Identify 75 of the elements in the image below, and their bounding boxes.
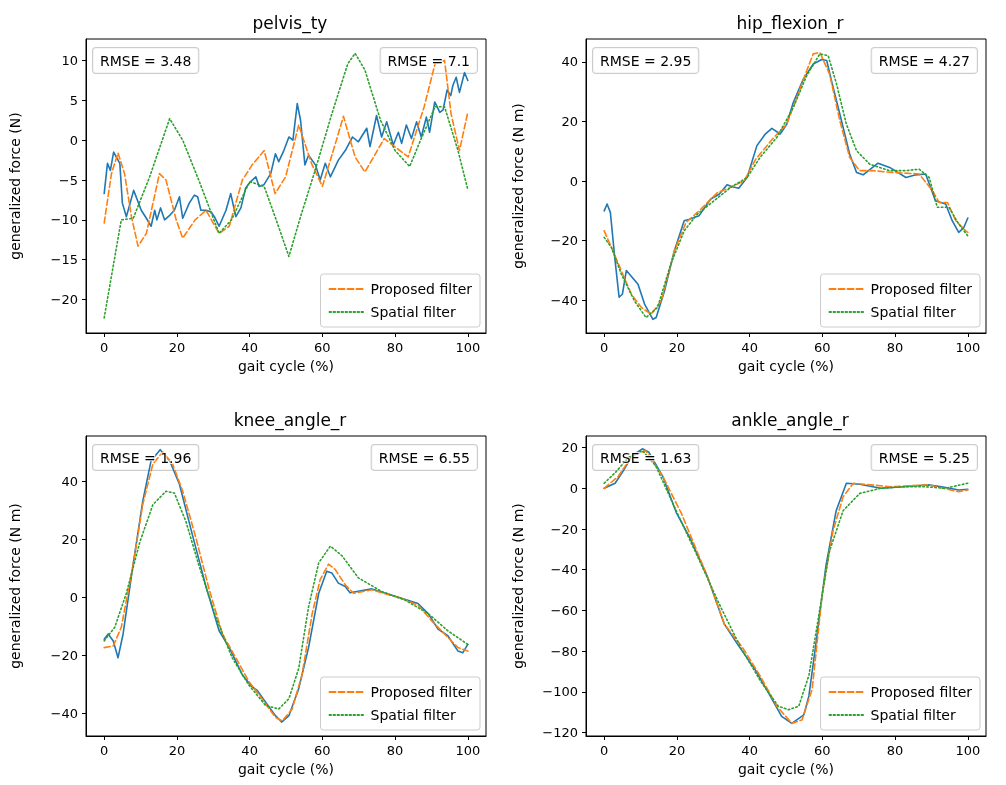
- y-tick-label: −40: [550, 292, 578, 308]
- legend-label: Proposed filter: [870, 281, 973, 297]
- legend-label: Spatial filter: [370, 304, 456, 320]
- x-tick-label: 100: [455, 340, 481, 355]
- line-series: [103, 71, 469, 228]
- y-axis-title: generalized force (N m): [510, 503, 526, 669]
- x-tick-label: 0: [600, 340, 609, 355]
- x-tick-label: 20: [168, 340, 186, 355]
- y-tick-label: 0: [569, 480, 578, 496]
- annotation: RMSE = 6.55: [378, 450, 470, 466]
- x-axis-title: gait cycle (%): [237, 357, 335, 374]
- y-tick-label: −60: [550, 602, 578, 618]
- y-tick-label: 0: [69, 132, 78, 148]
- annotation: RMSE = 5.25: [878, 450, 970, 466]
- x-tick-label: 100: [455, 743, 481, 758]
- y-tick-label: −10: [50, 212, 78, 228]
- legend-label: Spatial filter: [870, 304, 956, 320]
- y-tick-label: −100: [542, 684, 578, 700]
- x-tick-label: 60: [814, 743, 831, 758]
- x-tick-label: 0: [100, 743, 109, 758]
- chart-title: hip_flexion_r: [736, 12, 844, 34]
- y-axis-title: generalized force (N m): [510, 103, 526, 269]
- y-tick-label: 0: [69, 589, 78, 605]
- y-tick-label: −120: [542, 725, 578, 741]
- y-tick-label: −20: [50, 647, 78, 663]
- x-axis-title: gait cycle (%): [737, 760, 835, 777]
- chart-title: ankle_angle_r: [731, 409, 849, 431]
- legend-label: Spatial filter: [870, 707, 956, 723]
- x-tick-label: 40: [741, 743, 758, 758]
- x-tick-label: 40: [741, 340, 758, 355]
- x-tick-label: 60: [314, 340, 331, 355]
- y-axis-title: generalized force (N m): [7, 503, 23, 669]
- y-tick-label: 40: [61, 473, 78, 489]
- y-tick-label: 10: [61, 53, 78, 69]
- x-tick-label: 80: [886, 743, 904, 758]
- y-tick-label: 20: [561, 114, 578, 130]
- x-tick-label: 60: [814, 340, 831, 355]
- chart-title: pelvis_ty: [252, 12, 328, 34]
- legend-label: Proposed filter: [870, 684, 973, 700]
- y-tick-label: −40: [550, 562, 578, 578]
- y-tick-label: −40: [50, 706, 78, 722]
- y-tick-label: −20: [550, 233, 578, 249]
- annotation: RMSE = 4.27: [878, 53, 970, 69]
- x-tick-label: 20: [168, 743, 186, 758]
- x-tick-label: 80: [386, 340, 404, 355]
- y-tick-label: 40: [561, 54, 578, 70]
- y-tick-label: −80: [550, 643, 578, 659]
- y-tick-label: 20: [61, 531, 78, 547]
- annotation: RMSE = 2.95: [600, 53, 692, 69]
- legend-label: Proposed filter: [370, 684, 473, 700]
- x-tick-label: 80: [886, 340, 904, 355]
- y-tick-label: 20: [561, 440, 578, 456]
- y-tick-label: 0: [569, 173, 578, 189]
- y-tick-label: −5: [58, 172, 78, 188]
- x-tick-label: 20: [668, 340, 686, 355]
- x-tick-label: 100: [955, 743, 981, 758]
- legend-label: Spatial filter: [370, 707, 456, 723]
- x-tick-label: 40: [241, 340, 258, 355]
- y-tick-label: −20: [550, 521, 578, 537]
- x-tick-label: 100: [955, 340, 981, 355]
- x-tick-label: 20: [668, 743, 686, 758]
- y-tick-label: 5: [69, 92, 78, 108]
- x-axis-title: gait cycle (%): [237, 760, 335, 777]
- x-tick-label: 0: [600, 743, 609, 758]
- annotation: RMSE = 3.48: [100, 53, 192, 69]
- x-axis-title: gait cycle (%): [737, 357, 835, 374]
- x-tick-label: 0: [100, 340, 109, 355]
- y-tick-label: −20: [50, 292, 78, 308]
- x-tick-label: 40: [241, 743, 258, 758]
- x-tick-label: 60: [314, 743, 331, 758]
- legend-label: Proposed filter: [370, 281, 473, 297]
- x-tick-label: 80: [386, 743, 404, 758]
- chart-title: knee_angle_r: [233, 409, 347, 431]
- y-tick-label: −15: [50, 252, 78, 268]
- y-axis-title: generalized force (N): [7, 112, 23, 260]
